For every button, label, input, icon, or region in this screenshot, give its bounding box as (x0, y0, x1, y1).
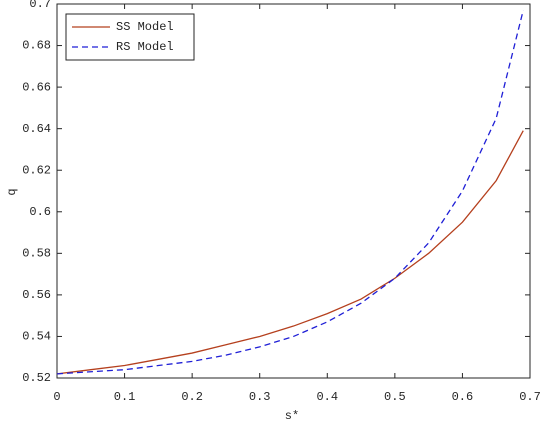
y-tick-label: 0.54 (22, 330, 51, 344)
y-tick-label: 0.52 (22, 371, 51, 385)
series-line (56, 130, 524, 375)
legend-box (65, 13, 195, 61)
y-tick-label: 0.62 (22, 163, 51, 177)
legend-label: SS Model (116, 20, 174, 34)
x-tick-label: 0.7 (519, 390, 541, 404)
x-tick-label: 0.1 (114, 390, 136, 404)
y-tick-label: 0.64 (22, 122, 51, 136)
x-tick-label: 0.3 (249, 390, 271, 404)
legend-label: RS Model (116, 40, 174, 54)
y-tick-label: 0.66 (22, 80, 51, 94)
y-axis-label: q (5, 188, 19, 195)
x-axis-label: s* (285, 409, 299, 423)
x-tick-label: 0.2 (181, 390, 203, 404)
y-tick-label: 0.56 (22, 288, 51, 302)
x-tick-label: 0.4 (316, 390, 338, 404)
y-tick-label: 0.7 (29, 0, 51, 11)
y-tick-label: 0.6 (29, 205, 51, 219)
x-tick-label: 0.5 (384, 390, 406, 404)
plot-frame (56, 3, 531, 379)
x-tick-label: 0.6 (452, 390, 474, 404)
y-tick-label: 0.68 (22, 39, 51, 53)
y-tick-label: 0.58 (22, 247, 51, 261)
series-line (56, 10, 524, 375)
x-tick-label: 0 (53, 390, 60, 404)
